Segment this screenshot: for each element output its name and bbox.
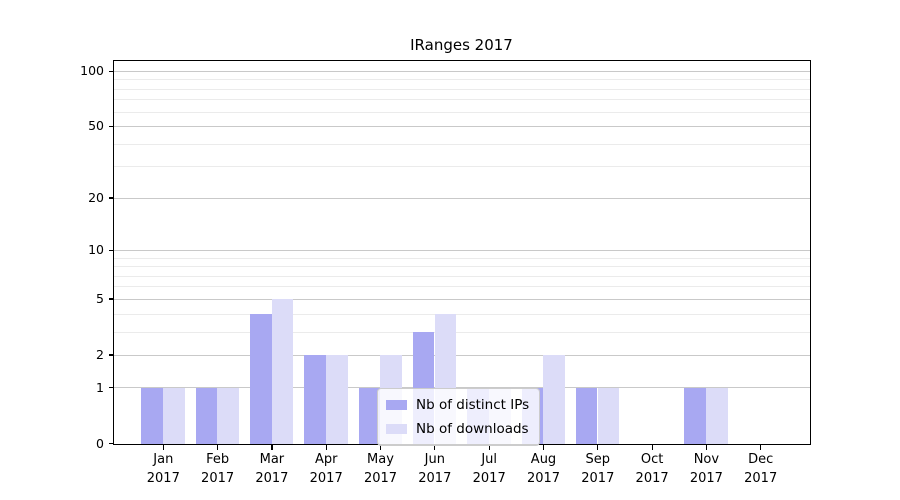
bars-layer [114, 61, 810, 444]
x-tick-mark [325, 445, 327, 450]
x-tick-month: Mar [259, 452, 285, 467]
x-tick-mark [760, 445, 762, 450]
gridline-major [114, 125, 810, 127]
x-tick-label-dec: Dec 2017 [726, 450, 796, 488]
bar-distinct-ips-jan [141, 388, 163, 444]
gridline-minor [114, 166, 810, 168]
x-tick-mark [651, 445, 653, 450]
x-tick-month: Aug [530, 452, 557, 467]
gridline-major [114, 70, 810, 72]
bar-distinct-ips-mar [249, 314, 272, 444]
gridline-major [114, 354, 810, 356]
x-tick-year: 2017 [201, 471, 235, 486]
bar-downloads-nov [706, 388, 728, 444]
gridline-minor [114, 286, 810, 288]
bar-downloads-sep [597, 388, 620, 444]
x-tick-label-jul: Jul 2017 [454, 450, 524, 488]
bar-downloads-mar [271, 299, 294, 444]
x-tick-label-aug: Aug 2017 [509, 450, 579, 488]
bar-distinct-ips-sep [575, 388, 598, 444]
x-tick-label-apr: Apr 2017 [291, 450, 361, 488]
x-tick-month: Jun [424, 452, 445, 467]
bar-downloads-aug [543, 355, 565, 444]
x-tick-year: 2017 [744, 471, 778, 486]
legend-swatch-distinct-ips [386, 400, 407, 410]
x-tick-label-feb: Feb 2017 [183, 450, 253, 488]
y-tick-label: 10 [88, 242, 104, 258]
gridline-major [114, 298, 810, 300]
gridline-minor [114, 88, 810, 90]
plot-area: Nb of distinct IPs Nb of downloads [113, 60, 811, 446]
gridline-minor [114, 99, 810, 101]
x-tick-mark [542, 445, 545, 450]
x-tick-year: 2017 [581, 471, 615, 486]
legend-swatch-downloads [386, 424, 407, 434]
gridline-minor [114, 331, 810, 333]
y-tick-label: 0 [96, 435, 104, 451]
bar-distinct-ips-nov [684, 388, 707, 444]
bar-downloads-feb [217, 388, 239, 444]
x-tick-year: 2017 [309, 471, 343, 486]
y-tick-label: 20 [88, 189, 104, 205]
x-tick-month: Oct [640, 452, 664, 467]
x-tick-year: 2017 [418, 471, 452, 486]
y-tick-label: 1 [96, 379, 104, 395]
gridline-minor [114, 275, 810, 277]
x-tick-mark [271, 445, 273, 450]
x-tick-month: Jul [481, 452, 498, 467]
x-tick-year: 2017 [689, 471, 723, 486]
x-tick-month: Dec [748, 452, 774, 467]
gridline-minor [114, 143, 810, 145]
x-tick-mark [217, 445, 219, 450]
x-tick-mark [597, 445, 599, 450]
gridline-major [114, 249, 810, 251]
bar-downloads-apr [325, 355, 348, 444]
x-tick-mark [705, 445, 708, 450]
x-tick-year: 2017 [146, 471, 180, 486]
x-tick-month: Nov [693, 452, 720, 467]
x-tick-year: 2017 [472, 471, 506, 486]
x-tick-mark [162, 445, 164, 450]
gridline-minor [114, 266, 810, 267]
gridline-major [114, 387, 810, 389]
x-tick-year: 2017 [635, 471, 669, 486]
y-tick-label: 5 [96, 291, 104, 306]
x-tick-month: Sep [585, 452, 611, 467]
x-tick-month: Jan [153, 452, 174, 467]
x-tick-year: 2017 [363, 471, 398, 486]
x-tick-year: 2017 [526, 471, 561, 486]
x-tick-label-oct: Oct 2017 [617, 450, 687, 488]
gridlines-layer [114, 61, 810, 444]
gridline-minor [114, 313, 810, 315]
x-tick-label-mar: Mar 2017 [237, 450, 307, 488]
gridline-minor [114, 79, 810, 81]
legend: Nb of distinct IPs Nb of downloads [377, 388, 541, 446]
x-tick-label-sep: Sep 2017 [563, 450, 633, 488]
x-tick-month: May [367, 452, 394, 467]
chart-title: IRanges 2017 [410, 36, 513, 54]
y-tick-label: 2 [96, 347, 104, 362]
y-tick-label: 100 [80, 63, 104, 79]
gridline-minor [114, 257, 810, 259]
x-tick-label-may: May 2017 [346, 450, 416, 488]
x-tick-month: Apr [314, 452, 338, 467]
bar-distinct-ips-apr [304, 355, 326, 444]
legend-label-distinct-ips: Nb of distinct IPs [416, 397, 530, 413]
y-tick-label: 50 [88, 118, 104, 134]
legend-item-distinct-ips: Nb of distinct IPs [386, 395, 529, 415]
x-tick-label-jan: Jan 2017 [128, 450, 198, 488]
gridline-major [114, 197, 810, 199]
bar-distinct-ips-may [358, 388, 381, 444]
bar-distinct-ips-feb [195, 388, 218, 444]
bar-downloads-jan [163, 388, 185, 444]
gridline-minor [114, 111, 810, 113]
x-tick-year: 2017 [255, 471, 289, 486]
x-tick-label-nov: Nov 2017 [671, 450, 741, 488]
legend-label-downloads: Nb of downloads [416, 421, 529, 437]
x-tick-label-jun: Jun 2017 [400, 450, 470, 488]
legend-item-downloads: Nb of downloads [386, 419, 529, 439]
x-tick-month: Feb [206, 452, 230, 467]
